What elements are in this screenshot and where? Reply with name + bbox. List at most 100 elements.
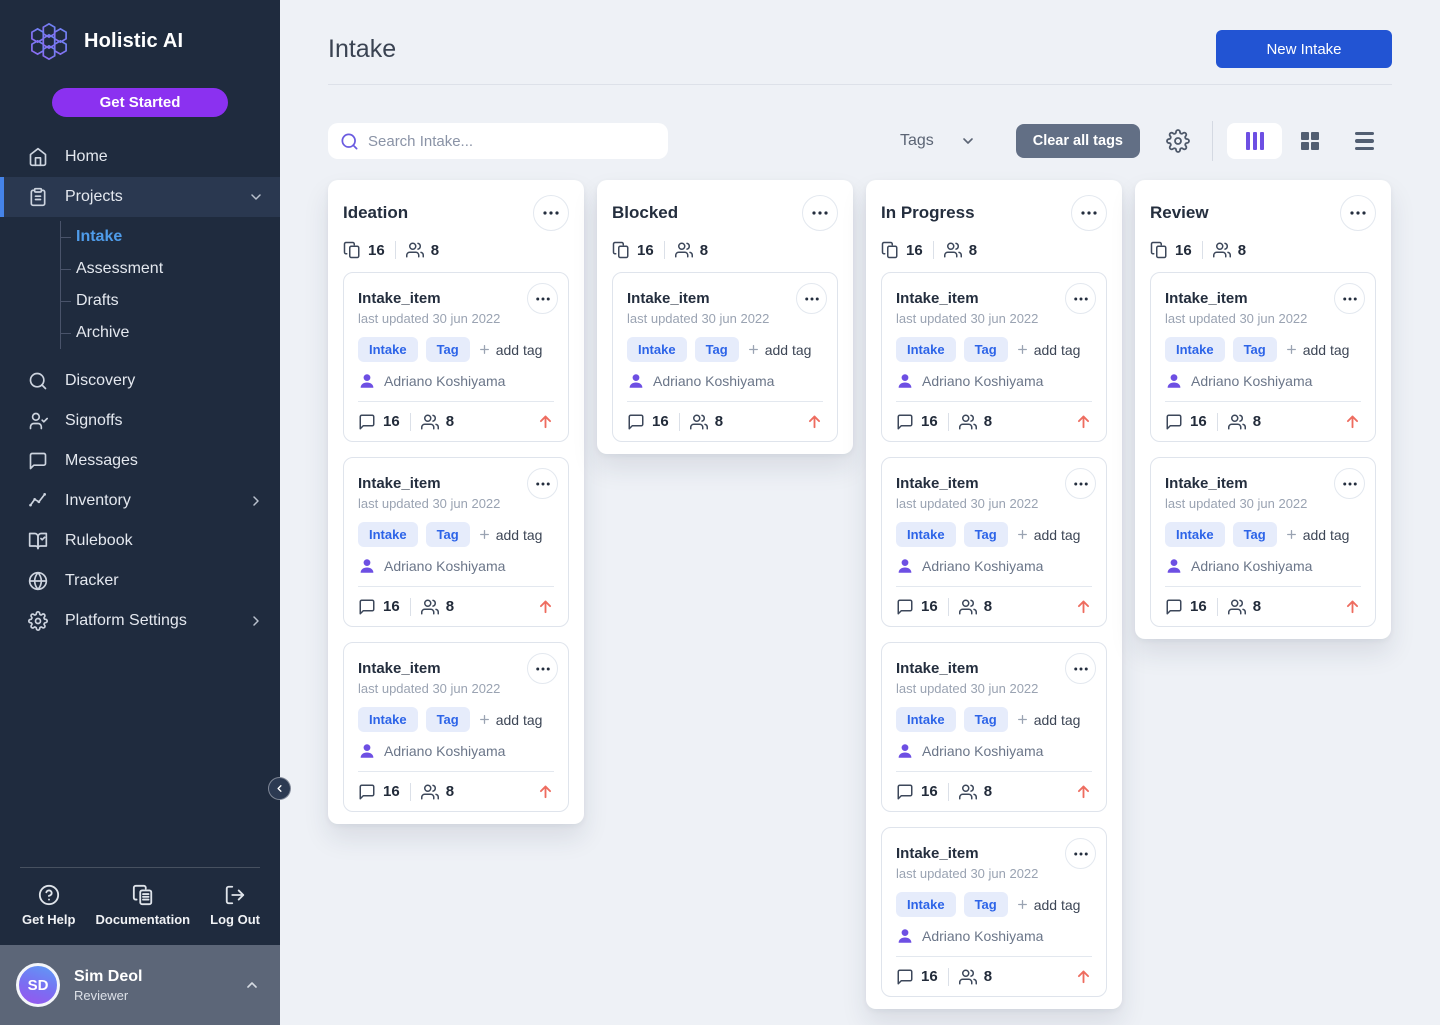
board-view-toggle[interactable] bbox=[1227, 123, 1282, 159]
card-menu-button[interactable] bbox=[527, 468, 558, 499]
card-menu-button[interactable] bbox=[527, 283, 558, 314]
grid-view-toggle[interactable] bbox=[1282, 123, 1337, 159]
sidebar-item-home[interactable]: Home bbox=[0, 137, 280, 177]
card-menu-button[interactable] bbox=[1334, 283, 1365, 314]
tags-dropdown[interactable]: Tags bbox=[900, 132, 976, 150]
add-tag-button[interactable]: add tag bbox=[1016, 527, 1080, 543]
sidebar-item-signoffs[interactable]: Signoffs bbox=[0, 401, 280, 441]
tag-pill-tag[interactable]: Tag bbox=[1232, 522, 1277, 547]
tag-pill-intake[interactable]: Intake bbox=[896, 337, 956, 362]
priority-up-arrow-icon[interactable] bbox=[806, 413, 823, 430]
card-comment-count: 16 bbox=[358, 783, 400, 801]
tag-pill-tag[interactable]: Tag bbox=[963, 707, 1008, 732]
projects-sub-list: Intake Assessment Drafts Archive bbox=[60, 221, 280, 349]
card-menu-button[interactable] bbox=[1065, 468, 1096, 499]
search-input[interactable] bbox=[368, 132, 656, 150]
user-menu[interactable]: SD Sim Deol Reviewer bbox=[0, 945, 280, 1025]
add-tag-button[interactable]: add tag bbox=[1285, 527, 1349, 543]
add-tag-button[interactable]: add tag bbox=[478, 342, 542, 358]
tag-pill-intake[interactable]: Intake bbox=[627, 337, 687, 362]
card-menu-button[interactable] bbox=[796, 283, 827, 314]
card-footer: 16 8 bbox=[896, 401, 1092, 441]
column-header: Ideation bbox=[343, 195, 569, 231]
tag-pill-intake[interactable]: Intake bbox=[896, 892, 956, 917]
card-menu-button[interactable] bbox=[1065, 653, 1096, 684]
log-out-button[interactable]: Log Out bbox=[210, 884, 260, 927]
priority-up-arrow-icon[interactable] bbox=[1075, 783, 1092, 800]
add-tag-button[interactable]: add tag bbox=[478, 527, 542, 543]
column-menu-button[interactable] bbox=[533, 195, 569, 231]
board-settings-button[interactable] bbox=[1166, 129, 1190, 153]
card-menu-button[interactable] bbox=[1334, 468, 1365, 499]
intake-card[interactable]: Intake_item last updated 30 jun 2022 Int… bbox=[881, 457, 1107, 627]
card-member-count: 8 bbox=[958, 413, 992, 431]
add-tag-button[interactable]: add tag bbox=[478, 712, 542, 728]
priority-up-arrow-icon[interactable] bbox=[537, 598, 554, 615]
add-tag-button[interactable]: add tag bbox=[1016, 712, 1080, 728]
sidebar-item-rulebook[interactable]: Rulebook bbox=[0, 521, 280, 561]
tag-pill-intake[interactable]: Intake bbox=[1165, 337, 1225, 362]
intake-card[interactable]: Intake_item last updated 30 jun 2022 Int… bbox=[612, 272, 838, 442]
sidebar-collapse-button[interactable] bbox=[268, 777, 291, 800]
sidebar-item-projects[interactable]: Projects bbox=[0, 177, 280, 217]
get-started-button[interactable]: Get Started bbox=[52, 88, 228, 117]
sidebar-item-archive[interactable]: Archive bbox=[61, 317, 280, 349]
card-menu-button[interactable] bbox=[1065, 838, 1096, 869]
priority-up-arrow-icon[interactable] bbox=[1075, 413, 1092, 430]
tag-pill-intake[interactable]: Intake bbox=[896, 707, 956, 732]
intake-card[interactable]: Intake_item last updated 30 jun 2022 Int… bbox=[881, 642, 1107, 812]
priority-up-arrow-icon[interactable] bbox=[1075, 598, 1092, 615]
priority-up-arrow-icon[interactable] bbox=[537, 413, 554, 430]
sidebar-item-inventory[interactable]: Inventory bbox=[0, 481, 280, 521]
clear-all-tags-button[interactable]: Clear all tags bbox=[1015, 124, 1140, 158]
intake-card[interactable]: Intake_item last updated 30 jun 2022 Int… bbox=[1150, 457, 1376, 627]
intake-card[interactable]: Intake_item last updated 30 jun 2022 Int… bbox=[881, 827, 1107, 997]
sidebar-item-intake[interactable]: Intake bbox=[61, 221, 280, 253]
tag-pill-intake[interactable]: Intake bbox=[358, 707, 418, 732]
tag-pill-tag[interactable]: Tag bbox=[425, 522, 470, 547]
tag-pill-tag[interactable]: Tag bbox=[963, 892, 1008, 917]
add-tag-button[interactable]: add tag bbox=[1016, 897, 1080, 913]
intake-card[interactable]: Intake_item last updated 30 jun 2022 Int… bbox=[343, 457, 569, 627]
priority-up-arrow-icon[interactable] bbox=[1344, 413, 1361, 430]
tag-pill-tag[interactable]: Tag bbox=[425, 337, 470, 362]
get-help-button[interactable]: Get Help bbox=[22, 884, 75, 927]
new-intake-button[interactable]: New Intake bbox=[1216, 30, 1392, 68]
intake-card[interactable]: Intake_item last updated 30 jun 2022 Int… bbox=[1150, 272, 1376, 442]
sidebar-item-platform-settings[interactable]: Platform Settings bbox=[0, 601, 280, 641]
tag-pill-intake[interactable]: Intake bbox=[896, 522, 956, 547]
column-menu-button[interactable] bbox=[1071, 195, 1107, 231]
sidebar-item-assessment[interactable]: Assessment bbox=[61, 253, 280, 285]
card-tags: Intake Tag add tag bbox=[896, 522, 1092, 547]
documentation-button[interactable]: Documentation bbox=[96, 884, 190, 927]
card-footer: 16 8 bbox=[1165, 401, 1361, 441]
tag-pill-tag[interactable]: Tag bbox=[963, 337, 1008, 362]
intake-card[interactable]: Intake_item last updated 30 jun 2022 Int… bbox=[343, 272, 569, 442]
sidebar-item-tracker[interactable]: Tracker bbox=[0, 561, 280, 601]
card-menu-button[interactable] bbox=[527, 653, 558, 684]
intake-card[interactable]: Intake_item last updated 30 jun 2022 Int… bbox=[881, 272, 1107, 442]
card-title: Intake_item bbox=[1165, 475, 1248, 492]
sidebar-item-messages[interactable]: Messages bbox=[0, 441, 280, 481]
tag-pill-tag[interactable]: Tag bbox=[963, 522, 1008, 547]
priority-up-arrow-icon[interactable] bbox=[1075, 968, 1092, 985]
intake-card[interactable]: Intake_item last updated 30 jun 2022 Int… bbox=[343, 642, 569, 812]
add-tag-button[interactable]: add tag bbox=[1285, 342, 1349, 358]
tag-pill-tag[interactable]: Tag bbox=[694, 337, 739, 362]
sidebar-item-discovery[interactable]: Discovery bbox=[0, 361, 280, 401]
card-menu-button[interactable] bbox=[1065, 283, 1096, 314]
column-menu-button[interactable] bbox=[1340, 195, 1376, 231]
priority-up-arrow-icon[interactable] bbox=[537, 783, 554, 800]
priority-up-arrow-icon[interactable] bbox=[1344, 598, 1361, 615]
column-menu-button[interactable] bbox=[802, 195, 838, 231]
tag-pill-intake[interactable]: Intake bbox=[358, 337, 418, 362]
tag-pill-tag[interactable]: Tag bbox=[1232, 337, 1277, 362]
add-tag-button[interactable]: add tag bbox=[1016, 342, 1080, 358]
tag-pill-tag[interactable]: Tag bbox=[425, 707, 470, 732]
list-view-toggle[interactable] bbox=[1337, 123, 1392, 159]
tag-pill-intake[interactable]: Intake bbox=[358, 522, 418, 547]
tag-pill-intake[interactable]: Intake bbox=[1165, 522, 1225, 547]
add-tag-button[interactable]: add tag bbox=[747, 342, 811, 358]
sidebar-item-drafts[interactable]: Drafts bbox=[61, 285, 280, 317]
plus-icon bbox=[1016, 713, 1029, 726]
